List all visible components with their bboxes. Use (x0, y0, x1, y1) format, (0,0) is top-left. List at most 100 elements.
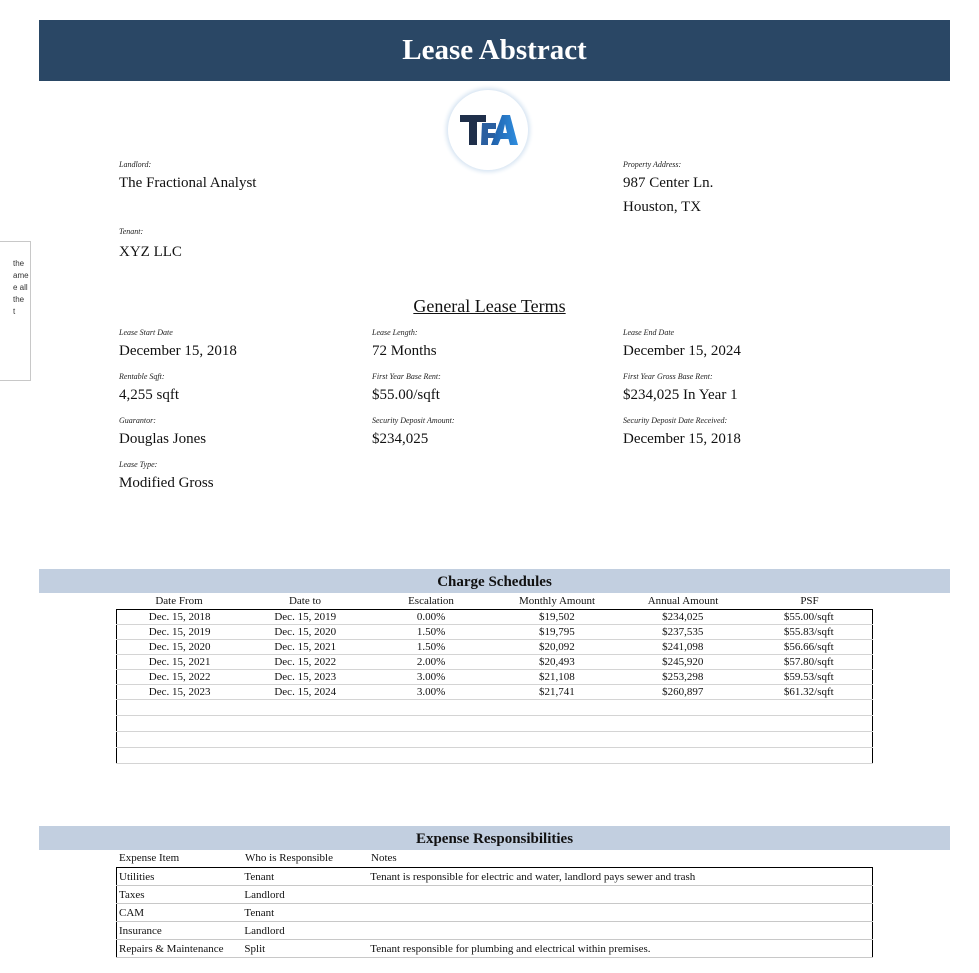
table-cell: $56.66/sqft (745, 639, 873, 655)
tfa-logo-icon (460, 115, 518, 145)
table-cell: $57.80/sqft (745, 654, 873, 670)
table-row: Dec. 15, 2018 Dec. 15, 2019 0.00% $19,502 $2… (116, 609, 873, 625)
table-cell (242, 699, 369, 716)
expense-heading: Expense Responsibilities (39, 826, 950, 850)
table-cell (619, 747, 746, 764)
table-cell (368, 903, 873, 922)
comment-line: the (13, 295, 25, 304)
table-row: Dec. 15, 2021 Dec. 15, 2022 2.00% $20,493 $2… (116, 654, 873, 670)
term-label: Guarantor: (119, 416, 156, 425)
table-row: Taxes Landlord (116, 885, 873, 904)
property-line1: 987 Center Ln. (623, 175, 714, 191)
table-cell: Dec. 15, 2020 (116, 639, 243, 655)
table-cell: Dec. 15, 2022 (242, 654, 369, 670)
table-cell (116, 747, 243, 764)
column-header: Escalation (408, 595, 454, 607)
term-label: Lease Type: (119, 460, 158, 469)
tfa-logo (448, 90, 528, 170)
column-header: PSF (800, 595, 819, 607)
table-cell: Dec. 15, 2024 (242, 684, 369, 700)
table-cell (242, 747, 369, 764)
table-cell: Tenant is responsible for electric and w… (368, 867, 873, 886)
table-cell (745, 731, 873, 748)
table-cell: 1.50% (368, 639, 494, 655)
property-line2: Houston, TX (623, 199, 702, 215)
term-label: First Year Base Rent: (372, 372, 441, 381)
table-cell: $253,298 (619, 669, 746, 685)
table-cell (368, 699, 494, 716)
table-row (116, 715, 873, 732)
column-header: Expense Item (119, 852, 180, 864)
term-value: $55.00/sqft (372, 387, 440, 403)
table-row: Dec. 15, 2022 Dec. 15, 2023 3.00% $21,108 $2… (116, 669, 873, 685)
term-value: December 15, 2018 (119, 343, 237, 359)
table-cell: $59.53/sqft (745, 669, 873, 685)
table-cell: 3.00% (368, 684, 494, 700)
table-cell: Dec. 15, 2022 (116, 669, 243, 685)
table-cell: Repairs & Maintenance (116, 939, 243, 958)
table-cell: $20,493 (493, 654, 620, 670)
table-cell: Insurance (116, 921, 243, 940)
table-cell (745, 699, 873, 716)
table-row (116, 699, 873, 716)
table-cell: 3.00% (368, 669, 494, 685)
table-row (116, 747, 873, 764)
table-cell: $19,502 (493, 609, 620, 625)
column-header: Monthly Amount (518, 595, 596, 607)
table-cell: $241,098 (619, 639, 746, 655)
term-value: $234,025 (372, 431, 429, 447)
table-cell (116, 715, 243, 732)
table-cell: 2.00% (368, 654, 494, 670)
table-cell (116, 699, 243, 716)
table-cell: 0.00% (368, 609, 494, 625)
landlord-label: Landlord: (119, 160, 152, 169)
table-cell: $20,092 (493, 639, 620, 655)
table-cell (619, 699, 746, 716)
tenant-label: Tenant: (119, 227, 144, 236)
table-row: Repairs & Maintenance Split Tenant respons… (116, 939, 873, 958)
term-value: Douglas Jones (119, 431, 207, 447)
table-cell: Dec. 15, 2020 (242, 624, 369, 640)
table-cell: Dec. 15, 2021 (242, 639, 369, 655)
general-terms-heading-text: General Lease Terms (413, 296, 566, 316)
comment-line: t (13, 307, 16, 316)
table-cell (493, 731, 620, 748)
table-row: Dec. 15, 2019 Dec. 15, 2020 1.50% $19,795 $2… (116, 624, 873, 640)
comment-box: the ame e all the t (0, 241, 31, 381)
tenant-value: XYZ LLC (119, 244, 182, 260)
table-cell (368, 747, 494, 764)
comment-line: e all (13, 283, 28, 292)
term-value: December 15, 2018 (623, 431, 741, 447)
page-title: Lease Abstract (39, 20, 950, 81)
table-row: Insurance Landlord (116, 921, 873, 940)
table-cell: Dec. 15, 2019 (242, 609, 369, 625)
expense-table: Utilities Tenant Tenant is responsible for… (116, 867, 873, 958)
charge-schedules-heading: Charge Schedules (39, 569, 950, 593)
column-header: Who is Responsible (245, 852, 333, 864)
table-cell (493, 715, 620, 732)
table-cell (368, 715, 494, 732)
table-row (116, 731, 873, 748)
table-cell (242, 715, 369, 732)
term-label: Lease Length: (372, 328, 418, 337)
table-cell: Tenant responsible for plumbing and elec… (368, 939, 873, 958)
general-terms-heading: General Lease Terms (0, 296, 979, 317)
table-cell (493, 699, 620, 716)
table-cell (745, 747, 873, 764)
term-value: Modified Gross (119, 475, 214, 491)
table-cell (116, 731, 243, 748)
term-label: Lease Start Date (119, 328, 173, 337)
table-row: Dec. 15, 2020 Dec. 15, 2021 1.50% $20,092 $2… (116, 639, 873, 655)
term-label: Security Deposit Amount: (372, 416, 455, 425)
column-header: Date to (288, 595, 322, 607)
table-cell: $260,897 (619, 684, 746, 700)
column-header: Date From (155, 595, 203, 607)
table-cell (493, 747, 620, 764)
charge-table-header: Date From Date to Escalation Monthly Amount… (116, 595, 873, 607)
table-cell: Tenant (242, 903, 369, 922)
table-cell: $21,741 (493, 684, 620, 700)
table-cell: Dec. 15, 2019 (116, 624, 243, 640)
landlord-value: The Fractional Analyst (119, 175, 257, 191)
table-cell: CAM (116, 903, 243, 922)
expense-table-header: Expense Item Who is Responsible Notes (116, 852, 873, 864)
